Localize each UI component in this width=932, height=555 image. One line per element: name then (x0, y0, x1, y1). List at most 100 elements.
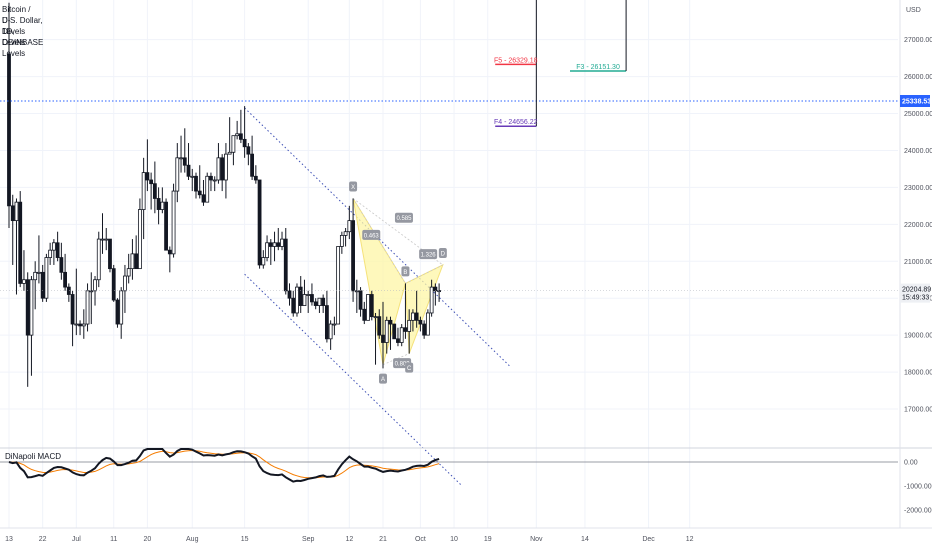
candle[interactable] (298, 276, 303, 313)
candle[interactable] (403, 283, 408, 339)
candle[interactable] (216, 143, 221, 184)
candle[interactable] (14, 198, 19, 295)
candle[interactable] (224, 143, 228, 199)
candle[interactable] (179, 135, 183, 173)
candle[interactable] (377, 309, 382, 339)
candle[interactable] (238, 109, 243, 144)
candle[interactable] (37, 235, 41, 284)
candle[interactable] (306, 290, 311, 313)
candle[interactable] (396, 327, 400, 347)
candle[interactable] (268, 239, 273, 265)
candle[interactable] (347, 205, 352, 240)
candle[interactable] (40, 264, 45, 302)
candle[interactable] (175, 143, 180, 203)
candle[interactable] (137, 198, 142, 270)
candle[interactable] (261, 250, 266, 269)
candle[interactable] (59, 242, 64, 280)
candle[interactable] (7, 2, 11, 229)
candle[interactable] (111, 264, 116, 302)
candle[interactable] (332, 316, 337, 336)
candle[interactable] (250, 135, 255, 180)
candle[interactable] (321, 294, 326, 313)
candle[interactable] (152, 161, 157, 214)
candle[interactable] (313, 298, 318, 310)
candle[interactable] (407, 309, 412, 354)
candle[interactable] (265, 235, 269, 262)
candle[interactable] (276, 228, 281, 251)
candle[interactable] (167, 246, 172, 273)
candle[interactable] (388, 316, 393, 350)
candle[interactable] (164, 198, 168, 251)
candle[interactable] (414, 290, 419, 328)
candle[interactable] (48, 242, 53, 265)
candle[interactable] (220, 154, 225, 192)
candle[interactable] (280, 231, 284, 251)
candle[interactable] (272, 231, 277, 262)
candle[interactable] (328, 320, 333, 350)
candle[interactable] (141, 157, 146, 240)
candle[interactable] (425, 309, 430, 336)
candle[interactable] (246, 143, 251, 166)
candle[interactable] (392, 323, 397, 340)
candle[interactable] (287, 283, 292, 306)
candle[interactable] (317, 297, 322, 313)
candle[interactable] (119, 287, 124, 339)
candle[interactable] (369, 290, 374, 321)
candle[interactable] (411, 309, 415, 332)
candle[interactable] (366, 294, 370, 321)
candle[interactable] (104, 228, 109, 251)
candle[interactable] (291, 290, 296, 317)
candle[interactable] (242, 106, 247, 158)
candle[interactable] (336, 246, 341, 325)
candle[interactable] (209, 172, 213, 192)
candle[interactable] (22, 250, 26, 291)
candle[interactable] (190, 168, 195, 192)
candle[interactable] (63, 253, 67, 291)
candle[interactable] (205, 172, 210, 203)
candle[interactable] (437, 283, 442, 302)
candle[interactable] (231, 135, 236, 166)
candle[interactable] (160, 187, 165, 214)
candle[interactable] (78, 320, 82, 336)
candle[interactable] (227, 117, 232, 155)
candle[interactable] (235, 120, 240, 140)
candle[interactable] (70, 290, 75, 347)
candle[interactable] (381, 301, 385, 369)
candle[interactable] (33, 261, 38, 310)
candle[interactable] (324, 290, 329, 343)
candle[interactable] (25, 272, 30, 387)
channel-lower-line[interactable] (244, 273, 462, 486)
candle[interactable] (55, 231, 60, 262)
candle[interactable] (201, 179, 206, 206)
candle[interactable] (156, 187, 161, 225)
candle[interactable] (96, 231, 101, 288)
candle[interactable] (429, 279, 434, 317)
candle[interactable] (310, 283, 314, 306)
candle[interactable] (197, 165, 202, 199)
candle[interactable] (130, 239, 135, 280)
candle[interactable] (74, 268, 79, 336)
candle[interactable] (18, 191, 23, 288)
candle[interactable] (89, 272, 94, 325)
candle[interactable] (194, 172, 198, 199)
candle[interactable] (351, 198, 355, 302)
candle[interactable] (10, 194, 15, 265)
candle[interactable] (343, 228, 348, 247)
candle[interactable] (44, 253, 49, 302)
candle[interactable] (295, 283, 299, 317)
candle[interactable] (354, 279, 359, 313)
candle[interactable] (81, 309, 86, 339)
candle[interactable] (171, 183, 176, 258)
candle[interactable] (418, 316, 423, 332)
candle[interactable] (123, 264, 127, 313)
candle[interactable] (134, 235, 139, 270)
candle[interactable] (93, 276, 97, 306)
candle[interactable] (51, 239, 56, 265)
candle[interactable] (339, 231, 344, 254)
candle[interactable] (100, 213, 105, 254)
candle[interactable] (384, 316, 389, 354)
candle[interactable] (399, 324, 404, 347)
candle[interactable] (253, 165, 258, 184)
candle[interactable] (362, 301, 367, 325)
